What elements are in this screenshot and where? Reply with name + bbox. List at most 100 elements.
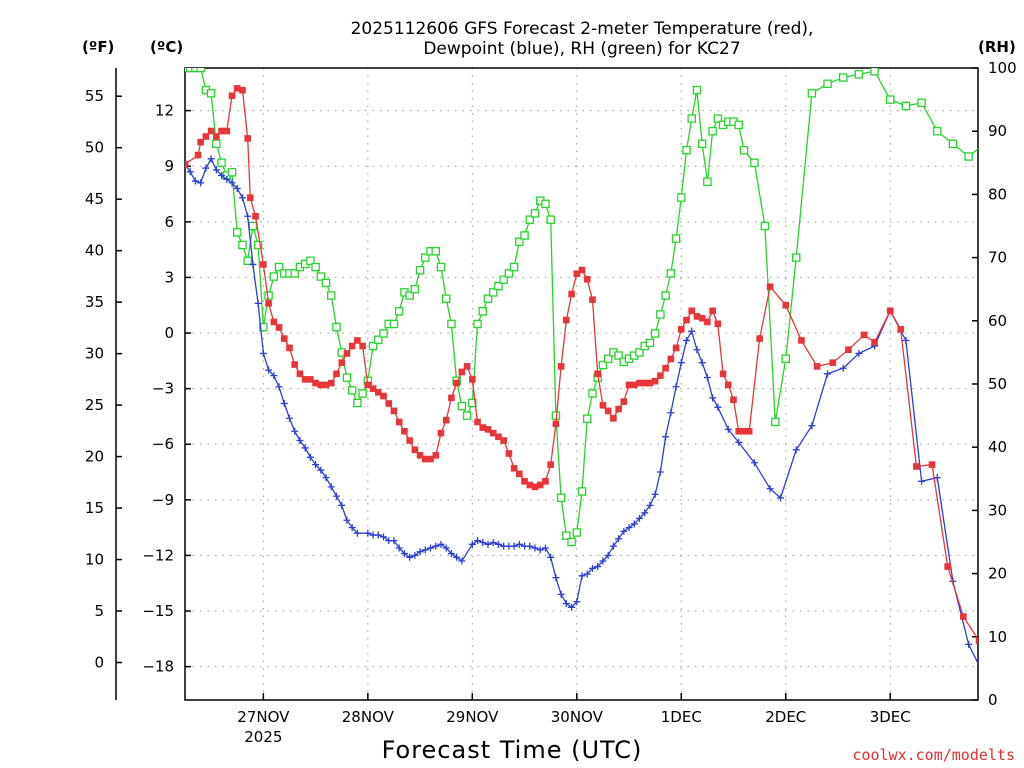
temperature-point	[521, 478, 528, 485]
fahrenheit-tick-label: 0	[94, 654, 104, 672]
temperature-series	[185, 85, 978, 644]
dewpoint-point	[343, 516, 351, 524]
dewpoint-point	[526, 542, 534, 550]
rh-point	[901, 101, 911, 111]
rh-point	[441, 294, 451, 303]
temperature-point	[489, 429, 497, 437]
rh-tick-label: 70	[988, 249, 1007, 267]
rh-point	[791, 253, 801, 262]
rh-tick-label: 60	[988, 312, 1007, 330]
fahrenheit-tick-label: 15	[85, 499, 104, 517]
temperature-point	[479, 424, 487, 431]
temperature-point	[385, 400, 393, 407]
fahrenheit-tick-label: 5	[94, 602, 104, 620]
dewpoint-point	[510, 542, 518, 550]
temperature-point	[463, 363, 471, 370]
rh-point	[885, 95, 895, 104]
dewpoint-point	[212, 166, 220, 174]
dewpoint-point	[218, 171, 226, 179]
dewpoint-point	[353, 529, 361, 537]
rh-point	[645, 338, 655, 348]
rh-point	[405, 291, 414, 300]
rh-point	[870, 68, 879, 76]
temperature-point	[536, 481, 544, 489]
dewpoint-point	[609, 542, 617, 550]
temperature-point	[246, 194, 254, 202]
rh-tick-label: 40	[988, 438, 1007, 456]
temperature-point	[458, 368, 466, 376]
dewpoint-point	[390, 537, 398, 545]
rh-point	[713, 114, 723, 123]
rh-point	[682, 145, 691, 155]
dewpoint-point	[651, 490, 659, 498]
dewpoint-point	[447, 550, 455, 558]
rh-point	[253, 240, 263, 250]
dewpoint-point	[515, 540, 523, 548]
rh-point	[389, 319, 399, 329]
temperature-point	[704, 318, 711, 326]
temperature-point	[871, 338, 878, 346]
time-tick-label: 29NOV	[446, 708, 499, 726]
rh-point	[494, 281, 503, 291]
dewpoint-point	[312, 461, 320, 469]
celsius-tick-label: −15	[142, 602, 174, 620]
dewpoint-point	[427, 544, 435, 552]
temperature-point	[207, 127, 215, 135]
rh-point	[358, 389, 367, 398]
rh-point	[421, 253, 430, 262]
dewpoint-point	[918, 477, 926, 485]
celsius-tick-label: 9	[164, 157, 174, 175]
temperature-point	[265, 300, 272, 307]
temperature-point	[662, 364, 669, 372]
dewpoint-point	[568, 603, 576, 611]
rh-point	[447, 319, 456, 329]
rh-point	[677, 193, 686, 202]
fahrenheit-tick-label: 55	[85, 87, 104, 105]
temperature-point	[630, 381, 638, 389]
temperature-point	[469, 376, 476, 383]
rh-point	[750, 158, 759, 168]
rh-point	[316, 272, 326, 281]
rh-point	[515, 237, 524, 247]
rh-point	[248, 221, 258, 231]
rh-point	[656, 310, 665, 319]
rh-point	[379, 329, 388, 338]
temperature-point	[526, 481, 534, 489]
temperature-point	[657, 372, 664, 379]
rh-point	[661, 291, 670, 300]
temperature-point	[401, 427, 408, 435]
time-tick-label: 3DEC	[870, 708, 911, 726]
temperature-point	[610, 414, 617, 422]
temperature-point	[625, 381, 633, 389]
dewpoint-point	[233, 184, 241, 192]
dewpoint-point	[750, 459, 758, 467]
temperature-point	[495, 433, 502, 441]
rh-point	[243, 256, 252, 266]
rh-point	[781, 354, 791, 363]
dewpoint-point	[249, 260, 257, 268]
dewpoint-point	[625, 524, 633, 532]
rh-point	[415, 265, 425, 275]
dewpoint-point	[965, 640, 973, 648]
rh-tick-label: 10	[988, 628, 1007, 646]
celsius-tick-label: −6	[152, 435, 174, 453]
rh-point	[274, 262, 284, 272]
dewpoint-point	[421, 546, 429, 554]
rh-point	[771, 417, 780, 427]
dewpoint-point	[536, 546, 544, 554]
temperature-point	[542, 478, 549, 485]
temperature-point	[301, 376, 309, 383]
temperature-point	[239, 86, 246, 94]
dewpoint-point	[646, 501, 654, 509]
rh-point	[306, 256, 315, 266]
dewpoint-point	[364, 529, 372, 537]
rh-point	[431, 247, 441, 256]
temperature-point	[228, 92, 236, 100]
rh-point	[588, 389, 597, 398]
temperature-point	[422, 455, 429, 463]
rh-point	[488, 288, 498, 297]
temperature-point	[317, 381, 325, 389]
temperature-point	[359, 342, 366, 350]
rh-tick-label: 80	[988, 185, 1007, 203]
